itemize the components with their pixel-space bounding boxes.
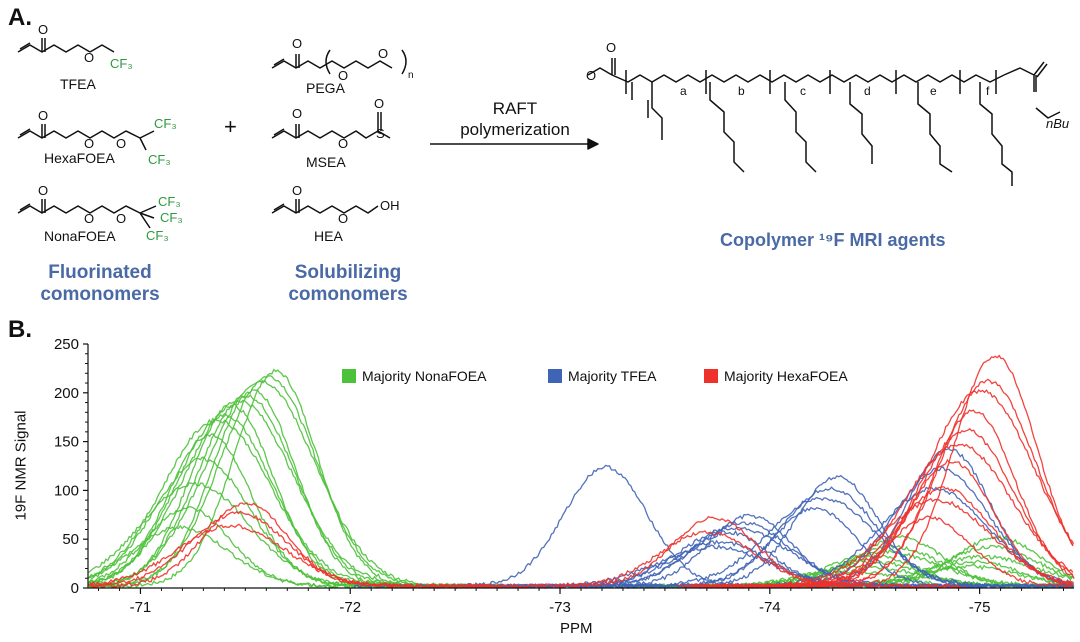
svg-text:O: O: [38, 22, 48, 37]
svg-text:O: O: [292, 183, 302, 198]
y-tick-label: 50: [62, 531, 79, 548]
repeat-letter-b: b: [738, 84, 745, 98]
pega-structure: [271, 49, 407, 75]
hexafoea-structure: [17, 124, 155, 151]
msea-structure: [271, 112, 391, 139]
polymer-structure: [587, 58, 1061, 186]
svg-text:O: O: [292, 106, 302, 121]
x-tick-label: -74: [759, 599, 781, 616]
product-title: Copolymer ¹⁹F MRI agents: [720, 230, 946, 250]
svg-text:O: O: [84, 50, 94, 65]
svg-text:O: O: [338, 68, 348, 83]
svg-text:CF₃: CF₃: [160, 210, 183, 225]
monomer-label-nonafoea: NonaFOEA: [44, 228, 116, 244]
svg-text:O: O: [38, 183, 48, 198]
svg-text:O: O: [116, 211, 126, 226]
svg-text:O: O: [374, 96, 384, 111]
monomer-label-pega: PEGA: [306, 80, 345, 96]
hea-structure: [271, 199, 379, 214]
x-tick-label: -72: [339, 599, 361, 616]
monomer-label-msea: MSEA: [306, 154, 346, 170]
svg-text:OH: OH: [380, 198, 400, 213]
fluorinated-group-title: Fluorinated comonomers: [20, 262, 180, 306]
x-tick-label: -71: [130, 599, 152, 616]
repeat-letter-f: f: [986, 84, 990, 98]
svg-text:O: O: [116, 136, 126, 151]
monomer-label-hexafoea: HexaFOEA: [44, 150, 115, 166]
legend-label-tfea: Majority TFEA: [568, 368, 657, 384]
svg-text:O: O: [84, 136, 94, 151]
solubilizing-title-line2: comonomers: [288, 284, 408, 305]
fluorinated-title-line1: Fluorinated: [48, 262, 152, 283]
repeat-letter-e: e: [930, 84, 937, 98]
panel-a-label: A.: [8, 4, 32, 31]
chemistry-scheme: O O CF₃ O O O CF₃ CF₃ O O O CF₃ CF₃ CF₃ …: [17, 22, 1061, 243]
x-axis-label: PPM: [560, 620, 593, 637]
series-line-majority-nonafoea: [88, 403, 484, 589]
solubilizing-group-title: Solubilizing comonomers: [268, 262, 428, 306]
svg-text:O: O: [338, 136, 348, 151]
x-tick-label: -75: [969, 599, 991, 616]
y-tick-label: 150: [54, 434, 79, 451]
series-line-majority-tfea: [562, 506, 1067, 590]
tfea-structure: [17, 38, 115, 53]
reaction-line2: polymerization: [460, 120, 570, 139]
svg-text:O: O: [38, 108, 48, 123]
repeat-letter-a: a: [680, 84, 687, 98]
y-tick-label: 0: [71, 580, 79, 597]
reaction-arrow: [430, 138, 599, 150]
series-line-majority-nonafoea: [88, 379, 514, 589]
series-line-majority-nonafoea: [87, 399, 492, 589]
svg-text:S: S: [376, 126, 385, 141]
series-line-majority-tfea: [353, 464, 858, 590]
reaction-label: RAFT polymerization: [450, 98, 580, 140]
svg-text:CF₃: CF₃: [110, 56, 133, 71]
svg-text:O: O: [606, 40, 616, 55]
peg-subscript: n: [408, 70, 414, 81]
series-line-majority-hexafoea: [677, 515, 1073, 589]
panel-b-label: B.: [8, 316, 32, 343]
end-group-label: nBu: [1046, 116, 1070, 131]
svg-text:CF₃: CF₃: [146, 228, 169, 243]
y-axis-label: 19F NMR Signal: [12, 410, 30, 521]
monomer-label-hea: HEA: [314, 228, 343, 244]
svg-text:CF₃: CF₃: [158, 194, 181, 209]
legend-item-hexafoea: Majority HexaFOEA: [704, 368, 848, 384]
y-tick-label: 250: [54, 336, 79, 353]
svg-text:O: O: [84, 211, 94, 226]
reaction-line1: RAFT: [492, 99, 538, 118]
legend-swatch-tfea: [548, 369, 562, 383]
plus-sign: +: [224, 114, 237, 139]
series-line-majority-hexafoea: [89, 523, 484, 589]
solubilizing-title-line1: Solubilizing: [294, 262, 402, 283]
svg-text:CF₃: CF₃: [148, 152, 171, 167]
series-line-majority-nonafoea: [88, 524, 433, 589]
repeat-letter-c: c: [800, 84, 806, 98]
legend-label-nonafoea: Majority NonaFOEA: [362, 368, 487, 384]
legend-label-hexafoea: Majority HexaFOEA: [724, 368, 848, 384]
legend-swatch-hexafoea: [704, 369, 718, 383]
y-tick-label: 200: [54, 385, 79, 402]
y-tick-label: 100: [54, 482, 79, 499]
svg-text:O: O: [378, 46, 388, 61]
nonafoea-structure: [17, 199, 157, 229]
x-tick-label: -73: [549, 599, 571, 616]
legend-item-nonafoea: Majority NonaFOEA: [342, 368, 486, 384]
svg-text:O: O: [586, 68, 596, 83]
svg-text:O: O: [292, 36, 302, 51]
repeat-letter-d: d: [864, 84, 871, 98]
nmr-spectrum-chart: 0 50 100 150 200 250 -71 -72 -73 -74 -75: [54, 336, 1075, 616]
svg-text:O: O: [338, 211, 348, 226]
legend-swatch-nonafoea: [342, 369, 356, 383]
series-line-majority-hexafoea: [691, 486, 1075, 589]
legend-item-tfea: Majority TFEA: [548, 368, 656, 384]
monomer-label-tfea: TFEA: [60, 76, 96, 92]
fluorinated-title-line2: comonomers: [40, 284, 160, 305]
series-line-majority-hexafoea: [684, 497, 1073, 590]
svg-text:CF₃: CF₃: [154, 116, 177, 131]
series-line-majority-nonafoea: [88, 418, 470, 590]
